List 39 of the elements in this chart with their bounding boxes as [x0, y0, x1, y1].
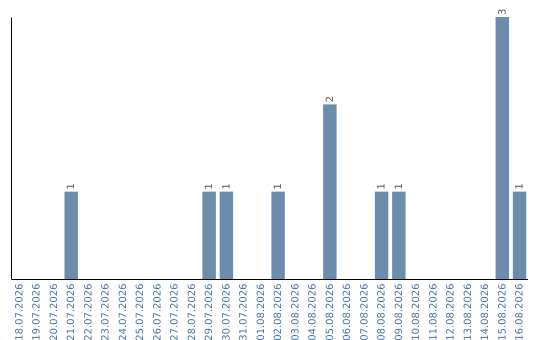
- x-tick-label: 25.07.2026: [135, 284, 146, 340]
- x-tick-label: 12.08.2026: [446, 284, 457, 340]
- x-tick-label: 14.08.2026: [480, 284, 492, 340]
- x-tick-label: 08.08.2026: [376, 284, 388, 340]
- data-label: 1: [221, 183, 232, 190]
- x-tick-label: 20.07.2026: [48, 284, 60, 340]
- data-label: 1: [66, 183, 78, 190]
- x-tick-label: 27.07.2026: [170, 284, 181, 340]
- x-tick-label: 16.08.2026: [514, 284, 526, 340]
- data-label: 1: [514, 183, 526, 190]
- x-tick-label: 06.08.2026: [342, 284, 354, 340]
- x-tick-label: 07.08.2026: [359, 284, 370, 340]
- x-tick-label: 19.07.2026: [32, 284, 43, 340]
- data-label: 1: [394, 183, 405, 190]
- data-label: 2: [324, 96, 336, 102]
- x-tick-label: 23.07.2026: [100, 284, 112, 340]
- x-tick-label: 11.08.2026: [428, 284, 440, 340]
- x-tick-label: 30.07.2026: [221, 284, 232, 340]
- x-tick-label: 04.08.2026: [308, 284, 319, 340]
- x-tick-label: 09.08.2026: [394, 284, 405, 340]
- x-tick-label: 28.07.2026: [186, 284, 198, 340]
- x-tick-label: 29.07.2026: [204, 284, 216, 340]
- x-tick-label: 13.08.2026: [462, 284, 474, 340]
- x-tick-label: 05.08.2026: [324, 284, 336, 340]
- data-label: 3: [497, 8, 508, 15]
- data-label: 1: [204, 183, 216, 190]
- data-label: 1: [273, 183, 284, 190]
- data-label: 1: [376, 183, 388, 190]
- x-tick-label: 24.07.2026: [118, 284, 129, 340]
- x-tick-label: 02.08.2026: [273, 284, 284, 340]
- x-tick-label: 31.07.2026: [238, 284, 250, 340]
- x-tick-label: 22.07.2026: [83, 284, 94, 340]
- x-tick-label: 01.08.2026: [256, 284, 267, 340]
- x-tick-label: 10.08.2026: [411, 284, 422, 340]
- x-tick-label: 18.07.2026: [14, 284, 26, 340]
- x-tick-label: 15.08.2026: [497, 284, 508, 340]
- x-tick-label: 26.07.2026: [152, 284, 164, 340]
- x-tick-label: 21.07.2026: [66, 284, 78, 340]
- x-tick-label: 03.08.2026: [290, 284, 302, 340]
